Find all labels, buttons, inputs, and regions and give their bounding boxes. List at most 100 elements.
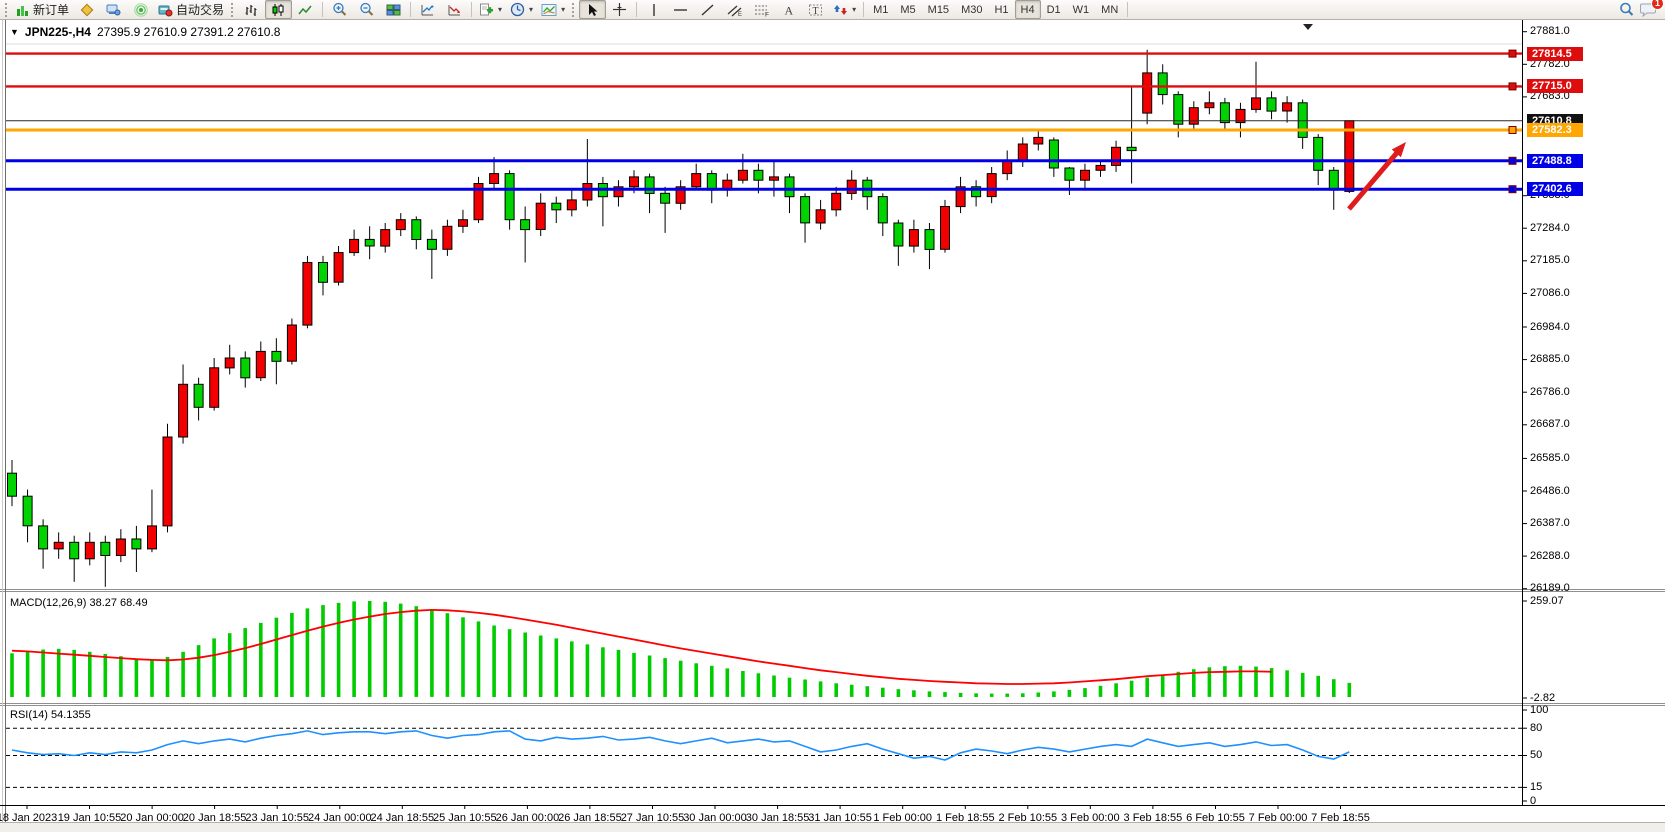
candle-body	[1048, 139, 1059, 169]
chart-line-button[interactable]	[292, 0, 319, 19]
line-price-marker	[1508, 156, 1517, 165]
macd-histogram-bar	[927, 691, 932, 697]
candle-body	[691, 173, 702, 188]
timeframe-button-M30[interactable]: M30	[961, 3, 983, 16]
equidistant-channel-button[interactable]: E	[721, 0, 748, 19]
trendline-button[interactable]	[694, 0, 721, 19]
candle-body	[1204, 102, 1215, 109]
macd-histogram-bar	[787, 677, 792, 697]
toolbar-grip[interactable]	[231, 2, 235, 17]
candle-body	[566, 199, 577, 211]
svg-text:T: T	[813, 5, 819, 16]
candle-body	[1002, 159, 1013, 175]
chart-region[interactable]: ▼ JPN225-,H4 27395.9 27610.9 27391.2 276…	[0, 20, 1665, 824]
horizontal-line-button[interactable]	[667, 0, 694, 19]
timeframe-button-H1[interactable]: H1	[994, 3, 1009, 16]
candle-body	[7, 472, 17, 497]
timeframe-button-M15[interactable]: M15	[927, 3, 950, 16]
template-button[interactable]: ▾	[537, 0, 569, 19]
arrows-button[interactable]: ▾	[829, 0, 860, 19]
fibonacci-icon: F	[754, 5, 769, 17]
indicator-window-button[interactable]	[414, 0, 441, 19]
candle-body	[209, 367, 220, 408]
macd-histogram-bar	[445, 613, 450, 697]
signal-button[interactable]	[127, 0, 154, 19]
candle-body	[675, 186, 686, 204]
indicator-list-button[interactable]	[441, 0, 468, 19]
timeframe-button-W1[interactable]: W1	[1072, 3, 1090, 16]
timeframe-button-H4[interactable]: H4	[1014, 0, 1041, 19]
macd-histogram-bar	[1098, 685, 1103, 697]
market-watch-button[interactable]	[73, 0, 100, 19]
macd-histogram-bar	[1285, 670, 1289, 697]
chart-canvas[interactable]	[0, 20, 1665, 832]
candle-body	[1282, 102, 1293, 112]
zoom-in-button[interactable]	[326, 0, 353, 19]
macd-histogram-bar	[803, 679, 807, 697]
toolbar-grip[interactable]	[572, 2, 576, 17]
ohlc-readout: 27395.9 27610.9 27391.2 27610.8	[96, 25, 281, 39]
macd-histogram-bar	[523, 632, 527, 697]
one-click-trading-toggle[interactable]: ▼	[10, 27, 19, 37]
macd-histogram-bar	[321, 605, 325, 697]
vertical-line-button[interactable]	[640, 0, 667, 19]
candle-body	[224, 357, 235, 369]
candle-body	[582, 183, 593, 201]
chart-shift-marker[interactable]	[1303, 24, 1313, 30]
macd-histogram-bar	[367, 601, 372, 697]
candle-body	[1111, 146, 1121, 166]
macd-histogram-bar	[881, 687, 885, 697]
candle-body	[1095, 164, 1106, 171]
timeframe-button-D1[interactable]: D1	[1046, 3, 1061, 16]
zoom-out-button[interactable]	[353, 0, 380, 19]
toolbar-separator	[322, 2, 324, 17]
macd-histogram-bar	[492, 625, 496, 697]
macd-histogram-bar	[741, 671, 745, 697]
macd-histogram-bar	[865, 686, 870, 697]
candle-body	[1142, 72, 1153, 114]
crosshair-button[interactable]	[606, 0, 633, 19]
text-label-button[interactable]: T	[802, 0, 829, 19]
macd-histogram-bar	[1036, 692, 1041, 697]
macd-histogram-bar	[912, 690, 916, 697]
candle-body	[800, 196, 811, 224]
dropdown-caret: ▾	[529, 5, 534, 14]
macd-histogram-bar	[1207, 667, 1212, 697]
candle-body	[1173, 94, 1184, 125]
timeframe-button-M1[interactable]: M1	[873, 3, 889, 16]
timeframe-button-MN[interactable]: MN	[1101, 3, 1119, 16]
search-icon[interactable]	[1619, 2, 1634, 17]
fibonacci-button[interactable]: F	[748, 0, 775, 19]
terminal-button[interactable]	[100, 0, 127, 19]
period-button[interactable]: ▾	[506, 0, 537, 19]
text-button[interactable]: A	[775, 0, 802, 19]
candle-body	[286, 324, 297, 362]
candle-body	[1188, 107, 1199, 125]
candle-body	[100, 541, 111, 556]
cursor-button[interactable]	[579, 0, 607, 19]
arrow-annotation[interactable]	[1347, 147, 1403, 211]
macd-histogram-bar	[989, 693, 994, 697]
macd-histogram-bar	[1114, 683, 1118, 697]
candle-body	[318, 262, 328, 283]
macd-histogram-bar	[274, 617, 279, 697]
new-order-button[interactable]: 新订单	[12, 0, 73, 19]
timeframe-button-M5[interactable]: M5	[900, 3, 916, 16]
macd-histogram-bar	[336, 602, 341, 697]
macd-histogram-bar	[538, 635, 543, 697]
tile-windows-button[interactable]	[380, 0, 407, 19]
chart-arrow-up-icon	[421, 4, 435, 15]
chat-button[interactable]: 1	[1640, 0, 1664, 17]
candle-body	[395, 219, 406, 231]
chart-bars-button[interactable]	[238, 0, 265, 19]
chart-candles-button[interactable]	[265, 0, 293, 19]
autotrade-button[interactable]: 自动交易	[154, 0, 228, 19]
macd-histogram-bar	[196, 645, 201, 697]
macd-histogram-bar	[896, 689, 901, 697]
macd-histogram-bar	[476, 621, 481, 697]
toolbar-grip[interactable]	[5, 2, 9, 17]
macd-histogram-bar	[103, 654, 108, 697]
macd-histogram-bar	[974, 693, 978, 697]
add-indicator-button[interactable]: ▾	[475, 0, 506, 19]
